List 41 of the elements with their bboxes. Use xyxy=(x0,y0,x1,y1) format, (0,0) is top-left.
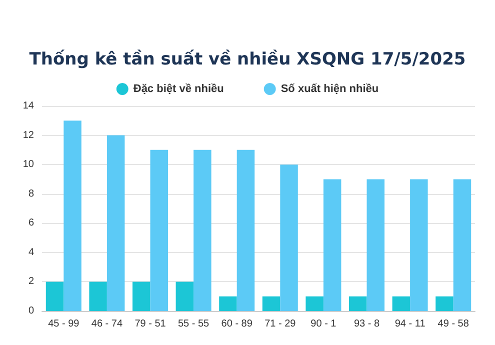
bar xyxy=(176,282,194,311)
y-tick-label: 12 xyxy=(22,130,34,141)
bar xyxy=(348,296,367,311)
y-tick-label: 2 xyxy=(28,276,34,288)
bar xyxy=(236,150,255,311)
bar xyxy=(46,282,64,311)
bar xyxy=(306,296,324,311)
bar xyxy=(323,179,342,311)
x-tick-label: 49 - 58 xyxy=(438,318,470,330)
bar xyxy=(150,150,168,311)
y-tick-label: 0 xyxy=(28,306,34,316)
x-tick-label: 90 - 1 xyxy=(310,318,337,330)
bar xyxy=(410,179,428,311)
x-tick-label: 60 - 89 xyxy=(221,318,253,330)
x-tick-label: 79 - 51 xyxy=(134,318,166,330)
bar xyxy=(64,120,82,311)
legend-label: Đặc biệt về nhiều xyxy=(133,83,224,95)
bar xyxy=(89,282,107,311)
bar xyxy=(262,296,280,311)
x-tick-label: 55 - 55 xyxy=(178,318,210,330)
bar xyxy=(219,296,237,311)
bar xyxy=(366,179,385,311)
legend-label: Số xuất hiện nhiều xyxy=(280,83,379,95)
y-tick-label: 14 xyxy=(22,100,34,112)
bar xyxy=(453,179,472,311)
x-tick-label: 93 - 8 xyxy=(354,318,380,330)
x-tick-label: 71 - 29 xyxy=(264,318,296,330)
y-tick-label: 4 xyxy=(28,246,34,258)
x-tick-label: 46 - 74 xyxy=(91,318,123,330)
bar xyxy=(392,296,410,311)
y-tick-label: 10 xyxy=(22,159,34,170)
bar xyxy=(436,296,454,311)
bar xyxy=(194,150,212,311)
bar xyxy=(106,135,125,311)
x-tick-label: 45 - 99 xyxy=(48,318,80,330)
bar xyxy=(132,282,150,311)
y-tick-label: 8 xyxy=(28,188,34,200)
chart-title: Thống kê tần suất về nhiều XSQNG 17/5/2025 xyxy=(29,50,466,70)
bar xyxy=(280,164,298,311)
x-tick-label: 94 - 11 xyxy=(394,318,426,330)
y-tick-label: 6 xyxy=(28,218,34,229)
